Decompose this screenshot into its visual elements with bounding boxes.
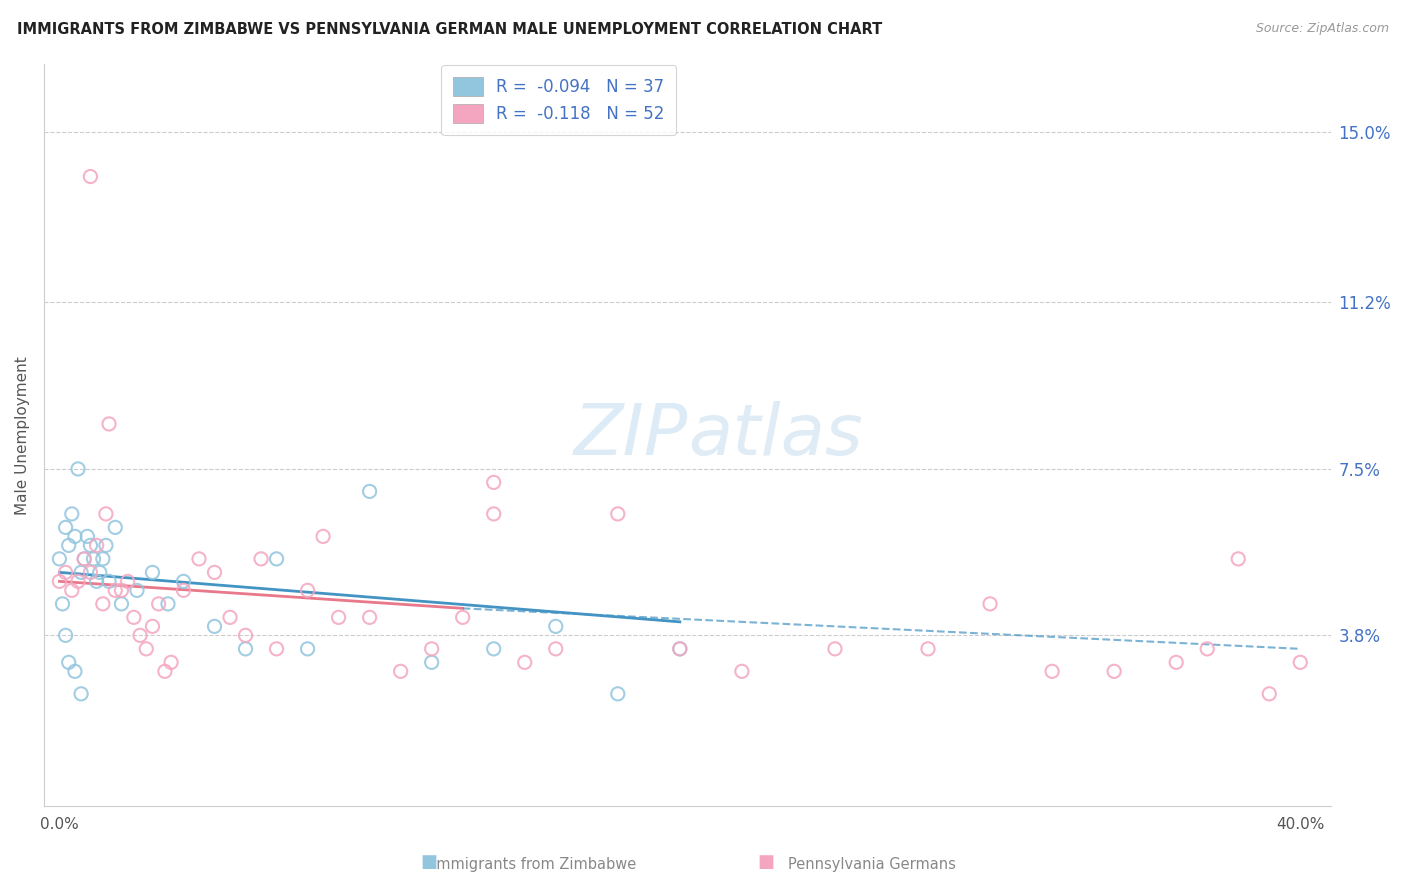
Point (606, 687, 628, 701)
Point (66, 574, 89, 589)
Point (420, 641, 443, 656)
Point (451, 610, 474, 624)
Point (1166, 656, 1188, 670)
Point (297, 641, 319, 656)
Point (482, 507, 505, 521)
Point (55, 566, 77, 580)
Point (297, 583, 319, 598)
Point (1289, 656, 1312, 670)
Point (48, 574, 70, 589)
Point (1040, 665, 1063, 679)
Point (160, 656, 183, 670)
Point (122, 610, 145, 624)
Point (156, 597, 179, 611)
Point (482, 641, 505, 656)
Point (94, 507, 117, 521)
Point (86, 538, 108, 552)
Point (731, 665, 754, 679)
Point (66, 462, 89, 476)
Point (70, 687, 93, 701)
Point (482, 475, 505, 490)
Point (58, 538, 80, 552)
Point (141, 619, 163, 633)
Point (104, 520, 127, 534)
Point (204, 619, 226, 633)
Point (63, 529, 86, 543)
Point (91, 597, 114, 611)
Point (70, 566, 93, 580)
Point (51, 597, 73, 611)
Point (669, 641, 692, 656)
Point (266, 641, 288, 656)
Legend: R =  -0.094   N = 37, R =  -0.118   N = 52: R = -0.094 N = 37, R = -0.118 N = 52 (441, 65, 676, 135)
Point (606, 507, 628, 521)
Point (89, 566, 111, 580)
Point (117, 574, 139, 589)
Point (917, 641, 939, 656)
Point (104, 583, 127, 598)
Point (141, 566, 163, 580)
Text: Immigrants from Zimbabwe: Immigrants from Zimbabwe (432, 857, 637, 872)
Point (204, 566, 226, 580)
Point (1197, 641, 1219, 656)
Point (55, 520, 77, 534)
Point (235, 628, 257, 642)
Point (48, 552, 70, 566)
Text: IMMIGRANTS FROM ZIMBABWE VS PENNSYLVANIA GERMAN MALE UNEMPLOYMENT CORRELATION CH: IMMIGRANTS FROM ZIMBABWE VS PENNSYLVANIA… (17, 22, 882, 37)
Y-axis label: Male Unemployment: Male Unemployment (15, 356, 30, 515)
Text: ■: ■ (420, 853, 437, 871)
Point (63, 665, 86, 679)
Point (55, 628, 77, 642)
Point (312, 529, 335, 543)
Point (1227, 552, 1250, 566)
Point (73, 552, 96, 566)
Point (98, 574, 121, 589)
Point (188, 552, 211, 566)
Text: Pennsylvania Germans: Pennsylvania Germans (787, 857, 956, 872)
Point (1102, 665, 1125, 679)
Point (73, 552, 96, 566)
Text: ZIP: ZIP (574, 401, 688, 470)
Point (328, 610, 350, 624)
Point (60, 583, 83, 598)
Point (83, 552, 105, 566)
Point (266, 552, 288, 566)
Point (544, 641, 567, 656)
Point (76, 529, 98, 543)
Point (544, 619, 567, 633)
Point (91, 552, 114, 566)
Text: atlas: atlas (688, 401, 862, 470)
Point (110, 597, 132, 611)
Point (359, 610, 381, 624)
Point (60, 507, 83, 521)
Point (125, 583, 148, 598)
Point (513, 656, 536, 670)
Point (148, 597, 170, 611)
Point (110, 583, 132, 598)
Point (420, 656, 443, 670)
Point (669, 641, 692, 656)
Point (98, 417, 121, 431)
Point (135, 641, 157, 656)
Point (219, 610, 242, 624)
Point (94, 538, 117, 552)
Point (79, 538, 101, 552)
Text: Source: ZipAtlas.com: Source: ZipAtlas.com (1256, 22, 1389, 36)
Point (824, 641, 846, 656)
Text: ■: ■ (758, 853, 775, 871)
Point (173, 583, 195, 598)
Point (389, 665, 412, 679)
Point (979, 597, 1001, 611)
Point (173, 574, 195, 589)
Point (359, 484, 381, 499)
Point (153, 665, 176, 679)
Point (79, 566, 101, 580)
Point (79, 169, 101, 184)
Point (1258, 687, 1281, 701)
Point (86, 574, 108, 589)
Point (58, 656, 80, 670)
Point (250, 552, 273, 566)
Point (235, 641, 257, 656)
Point (129, 628, 152, 642)
